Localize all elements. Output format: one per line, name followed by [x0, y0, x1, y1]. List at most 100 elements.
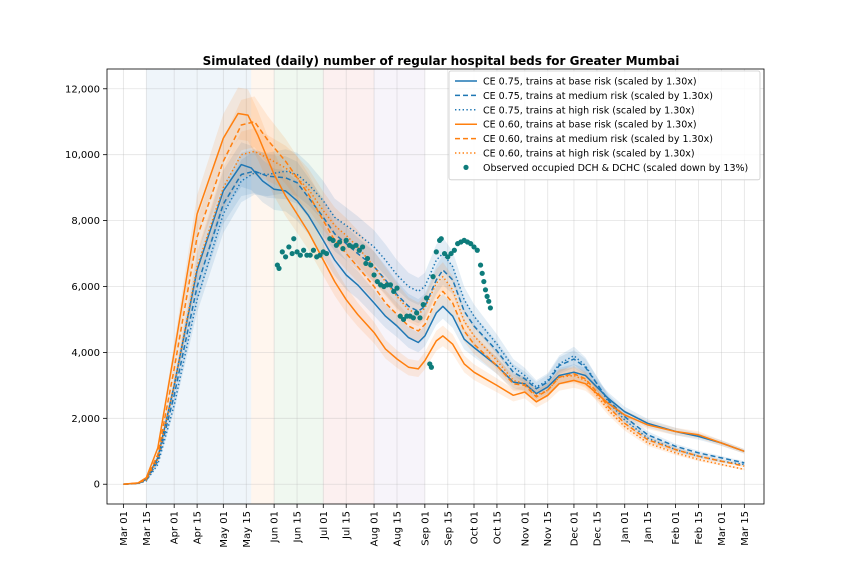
observed-point — [279, 249, 285, 255]
x-tick-label: Feb 15 — [694, 511, 705, 545]
observed-point — [477, 262, 484, 268]
observed-point — [420, 302, 426, 308]
series-band — [123, 87, 745, 485]
x-tick-label: Dec 01 — [569, 511, 580, 546]
observed-point — [410, 315, 416, 321]
observed-point — [417, 315, 423, 321]
x-tick-label: Jul 01 — [319, 511, 330, 540]
x-tick-label: Mar 15 — [740, 511, 751, 546]
legend: CE 0.75, trains at base risk (scaled by … — [448, 70, 761, 181]
x-tick-label: Oct 15 — [492, 511, 503, 544]
observed-point — [391, 288, 397, 295]
x-tick-label: Jun 15 — [293, 511, 304, 544]
legend-label: CE 0.75, trains at medium risk (scaled b… — [483, 91, 713, 102]
x-tick-label: Mar 01 — [717, 511, 728, 546]
y-tick-label: 0 — [94, 480, 100, 491]
x-tick-label: Aug 15 — [393, 511, 404, 546]
observed-point — [474, 247, 480, 253]
observed-point — [448, 250, 454, 257]
x-tick-label: Feb 01 — [671, 511, 682, 545]
x-tick-label: Jun 01 — [270, 511, 281, 544]
x-tick-label: May 01 — [219, 511, 230, 548]
series-line — [123, 170, 745, 485]
x-tick-label: Sep 01 — [420, 511, 431, 546]
series-line — [123, 170, 745, 485]
x-tick-label: Mar 01 — [119, 511, 130, 546]
observed-point — [414, 310, 420, 316]
observed-point — [333, 242, 339, 248]
observed-point — [471, 244, 477, 250]
observed-point — [487, 305, 493, 311]
observed-point — [486, 298, 492, 304]
x-tick-label: Aug 01 — [370, 511, 381, 546]
observed-point — [337, 239, 343, 245]
observed-point — [394, 285, 400, 291]
observed-point — [353, 242, 359, 248]
legend-label: CE 0.60, trains at medium risk (scaled b… — [483, 134, 713, 145]
observed-point — [397, 313, 403, 319]
shaded-period — [274, 69, 324, 504]
x-tick-label: Oct 01 — [470, 511, 481, 544]
observed-point — [286, 244, 292, 250]
y-tick-label: 12,000 — [65, 84, 100, 95]
y-tick-label: 2,000 — [71, 414, 100, 425]
observed-point — [340, 246, 346, 252]
x-tick-label: Apr 01 — [170, 511, 181, 544]
observed-point — [423, 295, 430, 301]
observed-point — [356, 247, 362, 253]
x-tick-label: Mar 15 — [142, 511, 153, 546]
x-tick-label: Jan 15 — [643, 511, 654, 543]
x-tick-label: Nov 01 — [520, 511, 531, 546]
series-line — [123, 163, 745, 485]
observed-point — [363, 260, 369, 267]
legend-label: Observed occupied DCH & DCHC (scaled dow… — [483, 163, 748, 174]
observed-point — [291, 236, 297, 242]
y-axis: 0 2,000 4,000 6,000 8,000 10,000 12,000 — [65, 84, 107, 491]
shaded-period — [251, 69, 275, 504]
x-tick-label: May 15 — [242, 511, 253, 548]
x-tick-label: Sep 15 — [443, 511, 454, 546]
y-tick-label: 10,000 — [65, 150, 100, 161]
series-lines — [123, 112, 745, 485]
observed-point — [479, 270, 485, 276]
observed-point — [364, 255, 371, 262]
observed-point — [297, 252, 303, 258]
observed-point — [484, 293, 490, 299]
observed-point — [441, 250, 448, 257]
observed-point — [445, 254, 451, 260]
observed-point — [433, 249, 439, 255]
series-line — [123, 150, 745, 485]
observed-point — [368, 262, 374, 268]
shaded-period — [323, 69, 375, 504]
x-tick-label: Nov 15 — [543, 511, 554, 546]
x-tick-label: Apr 15 — [193, 511, 204, 544]
x-tick-label: Dec 15 — [592, 511, 603, 546]
y-tick-label: 8,000 — [71, 216, 100, 227]
y-tick-label: 4,000 — [71, 348, 100, 359]
chart-title: Simulated (daily) number of regular hosp… — [203, 54, 680, 68]
observed-point — [374, 278, 380, 285]
series-line — [123, 120, 745, 485]
x-tick-label: Jul 15 — [342, 511, 353, 540]
observed-point — [317, 252, 323, 258]
observed-point — [482, 287, 489, 293]
series-line — [123, 112, 745, 485]
x-axis: Mar 01 Mar 15 Apr 01 Apr 15 May 01 May 15 Jun … — [119, 504, 751, 548]
observed-point — [282, 254, 289, 260]
legend-label: CE 0.75, trains at high risk (scaled by … — [483, 105, 695, 116]
observed-point — [468, 241, 474, 247]
series-band — [123, 142, 745, 485]
series-band — [123, 149, 745, 485]
observed-point — [294, 249, 300, 255]
observed-point — [343, 237, 349, 243]
observed-point — [481, 278, 487, 285]
observed-point — [359, 244, 366, 250]
observed-point — [330, 237, 336, 243]
observed-point — [289, 250, 295, 257]
observed-point — [307, 252, 313, 258]
observed-point — [451, 247, 457, 253]
observed-point — [438, 236, 444, 242]
observed-point — [310, 247, 317, 253]
observed-point — [428, 364, 435, 370]
